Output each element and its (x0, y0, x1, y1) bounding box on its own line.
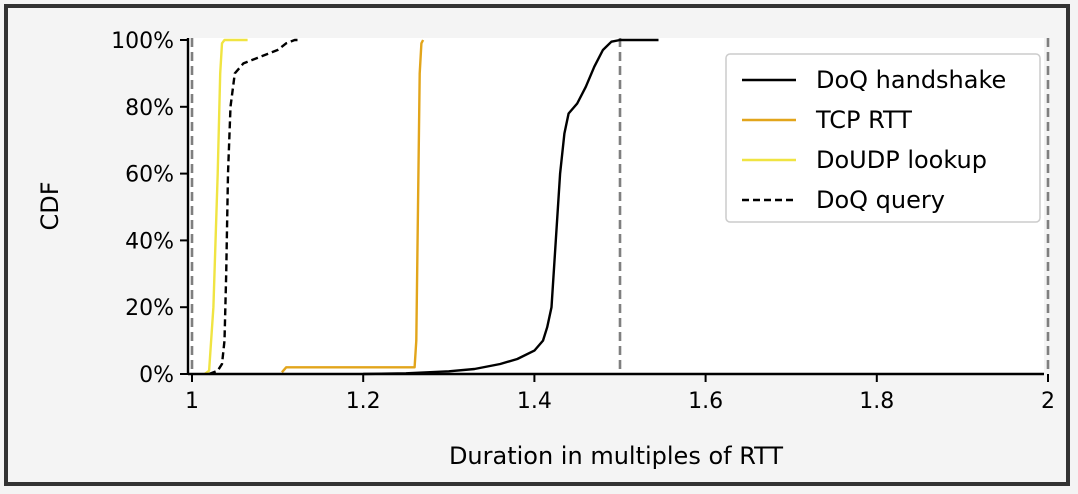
y-tick-label-2: 40% (125, 229, 174, 254)
legend-label-0: DoQ handshake (816, 66, 1006, 94)
series-line-1 (280, 39, 425, 374)
x-tick-label-2: 1.4 (517, 389, 552, 414)
cdf-chart: 1 1.2 1.4 1.6 1.8 2 0% 20% 40% 60% 80% 100% Durati… (36, 29, 1055, 470)
x-tick-label-5: 2 (1041, 389, 1055, 414)
x-tick-label-3: 1.6 (688, 389, 723, 414)
reference-lines (190, 38, 1050, 374)
x-axis-title: Duration in multiples of RTT (449, 442, 783, 470)
y-tick-label-3: 60% (125, 163, 174, 188)
x-axis-ticks: 1 1.2 1.4 1.6 1.8 2 (185, 374, 1055, 414)
y-tick-label-5: 100% (111, 29, 174, 54)
y-tick-label-4: 80% (125, 96, 174, 121)
series-line-0 (363, 38, 659, 376)
series-layer (204, 38, 659, 376)
series-line-2 (204, 38, 248, 375)
y-tick-label-1: 20% (125, 296, 174, 321)
legend-label-1: TCP RTT (815, 106, 912, 134)
y-axis-title: CDF (36, 181, 64, 230)
series-line-3 (208, 38, 299, 376)
x-tick-label-0: 1 (185, 389, 199, 414)
figure-frame: 1 1.2 1.4 1.6 1.8 2 0% 20% 40% 60% 80% 100% Durati… (4, 4, 1070, 486)
x-tick-label-4: 1.8 (859, 389, 894, 414)
y-tick-label-0: 0% (139, 363, 174, 388)
legend: DoQ handshake TCP RTT DoUDP lookup DoQ quer… (725, 53, 1041, 223)
legend-label-3: DoQ query (816, 186, 945, 214)
y-axis-ticks: 0% 20% 40% 60% 80% 100% (111, 29, 188, 388)
legend-box (725, 53, 1041, 223)
legend-label-2: DoUDP lookup (816, 146, 987, 174)
x-tick-label-1: 1.2 (346, 389, 381, 414)
